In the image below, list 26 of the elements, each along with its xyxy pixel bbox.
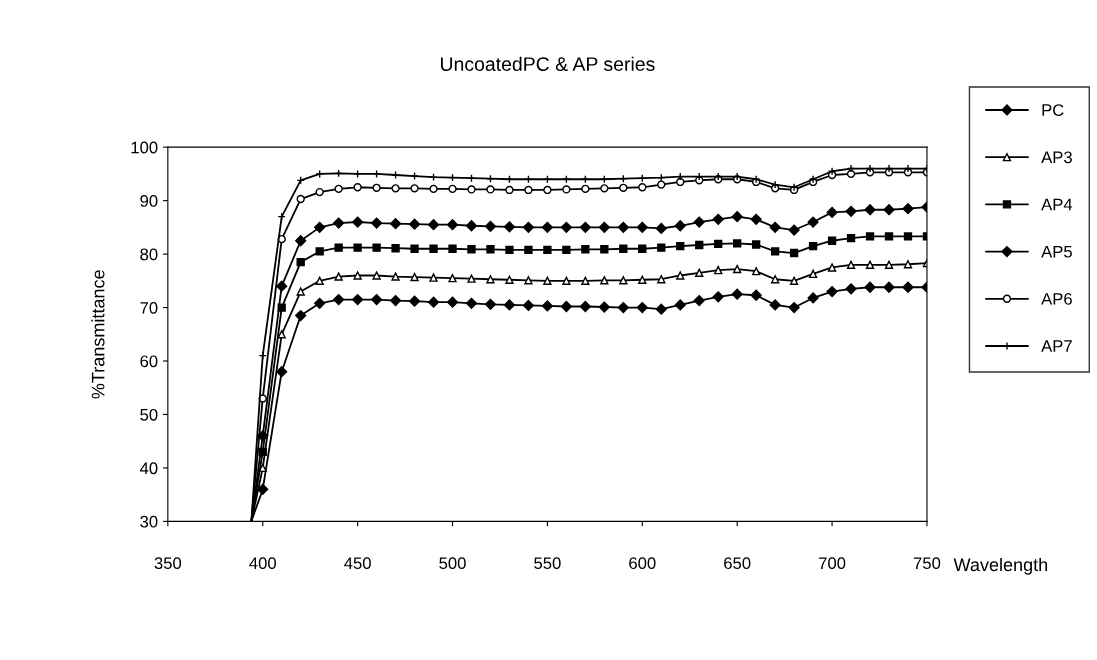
x-tick-label: 600 xyxy=(629,557,656,570)
legend-label: AP6 xyxy=(1041,292,1072,305)
y-tick-label: 90 xyxy=(140,195,158,207)
legend-label: AP3 xyxy=(1041,151,1072,164)
x-tick-label: 750 xyxy=(913,557,941,570)
legend-label: AP7 xyxy=(1041,340,1072,352)
x-axis-title: Wavelength xyxy=(953,557,1048,575)
y-tick-label: 40 xyxy=(139,462,158,475)
y-tick-label: 100 xyxy=(131,141,158,154)
y-axis-title: %Transmittance xyxy=(91,270,105,399)
legend-label: PC xyxy=(1042,104,1064,116)
x-tick-label: 450 xyxy=(344,557,371,570)
legend-label: AP4 xyxy=(1041,198,1073,211)
x-tick-label: 700 xyxy=(819,557,846,570)
y-tick-label: 80 xyxy=(140,248,158,261)
legend-label: AP5 xyxy=(1041,245,1072,258)
x-tick-label: 550 xyxy=(534,557,561,570)
y-tick-label: 50 xyxy=(140,408,158,421)
x-tick-label: 500 xyxy=(439,557,466,570)
chart-title: UncoatedPC & AP series xyxy=(441,56,655,71)
y-tick-label: 60 xyxy=(140,355,158,368)
y-tick-label: 70 xyxy=(140,301,158,314)
x-tick-label: 350 xyxy=(154,557,182,570)
y-tick-label: 30 xyxy=(140,515,158,528)
x-tick-label: 400 xyxy=(249,557,276,570)
x-tick-label: 650 xyxy=(724,557,751,570)
